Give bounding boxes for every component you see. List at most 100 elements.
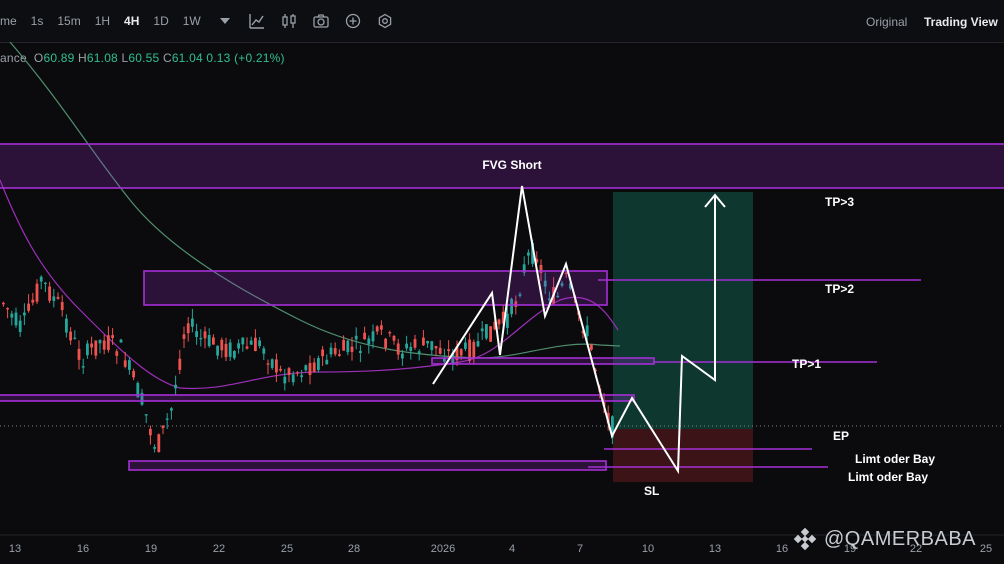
timeframe-1w[interactable]: 1W — [182, 14, 201, 28]
candle-body — [594, 369, 597, 372]
stop-loss-label: SL — [644, 484, 659, 498]
x-axis-tick-label: 22 — [910, 543, 922, 555]
x-axis-tick-label: 25 — [980, 543, 992, 555]
limit-order-label-1: Limt oder Bay — [855, 452, 935, 466]
open-label: O — [33, 51, 44, 65]
candle-body — [77, 348, 81, 360]
indicators-icon[interactable] — [247, 11, 267, 31]
candle-body — [329, 347, 333, 355]
candle-body — [338, 354, 341, 356]
timeframe-partial[interactable]: me — [0, 14, 17, 28]
candle-body — [468, 339, 471, 361]
candle-body — [434, 346, 438, 349]
candle-body — [237, 343, 240, 349]
candle-body — [65, 318, 68, 333]
candle-body — [161, 425, 165, 429]
candle-body — [312, 362, 316, 372]
price-chart[interactable]: FVG Short TP>3 TP>2 TP>1 EP Limt oder Ba… — [0, 42, 1004, 564]
candle-body — [350, 346, 354, 352]
fvg-short-zone — [0, 143, 1004, 189]
candle-body — [430, 341, 434, 351]
candle-body — [128, 360, 131, 370]
candle-body — [94, 340, 98, 356]
x-axis-tick-label: 25 — [281, 543, 293, 555]
candle-body — [31, 299, 35, 303]
watermark: @QAMERBABA — [792, 526, 976, 552]
candle-body — [10, 313, 14, 318]
candle-body — [422, 337, 425, 346]
add-circle-icon[interactable] — [343, 11, 363, 31]
candle-body — [123, 360, 127, 367]
candle-body — [564, 272, 568, 274]
candle-body — [270, 359, 274, 368]
timeframe-1h[interactable]: 1H — [94, 14, 111, 28]
open-value: 60.89 — [43, 51, 75, 65]
ep-label: EP — [833, 429, 849, 443]
candle-body — [392, 335, 396, 341]
candles-icon[interactable] — [279, 11, 299, 31]
ohlc-legend: ance O60.89 H61.08 L60.55 C61.04 0.13 (+… — [0, 51, 285, 65]
candle-body — [543, 280, 547, 287]
candle-body — [249, 340, 253, 345]
x-axis-tick-label: 19 — [844, 543, 856, 555]
candle-body — [258, 340, 261, 347]
candle-body — [531, 242, 534, 264]
candle-body — [405, 343, 408, 349]
candle-body — [18, 320, 22, 332]
high-value: 61.08 — [86, 51, 118, 65]
candle-body — [472, 341, 476, 358]
candle-body — [266, 363, 270, 365]
timeframe-4h[interactable]: 4H — [124, 14, 140, 28]
candle-body — [308, 363, 312, 375]
candle-body — [560, 283, 564, 286]
candle-body — [556, 295, 560, 298]
candle-body — [81, 366, 85, 368]
supply-zone — [143, 270, 608, 306]
candle-body — [304, 365, 308, 371]
timeframe-1d[interactable]: 1D — [153, 14, 169, 28]
tp2-label: TP>2 — [825, 282, 854, 296]
candle-body — [342, 339, 345, 351]
candle-body — [153, 447, 156, 449]
timeframe-15m[interactable]: 15m — [57, 14, 81, 28]
camera-icon[interactable] — [311, 11, 331, 31]
target-arrowhead — [704, 193, 726, 208]
candle-body — [220, 339, 224, 351]
entry-zone — [431, 357, 655, 365]
candle-body — [44, 282, 47, 284]
candle-body — [371, 331, 375, 342]
timeframe-1s[interactable]: 1s — [30, 14, 44, 28]
candle-body — [401, 353, 404, 359]
original-view-button[interactable]: Original — [866, 15, 908, 29]
candle-body — [224, 343, 228, 358]
more-timeframes-icon[interactable] — [215, 11, 235, 31]
x-axis-tick-label: 13 — [709, 543, 721, 555]
candle-body — [413, 339, 417, 348]
candle-body — [333, 348, 337, 355]
candle-body — [228, 342, 232, 357]
candle-body — [27, 303, 30, 311]
candle-body — [90, 343, 93, 348]
candle-body — [144, 414, 148, 416]
candle-body — [447, 349, 450, 352]
candle-body — [300, 375, 303, 378]
candle-body — [518, 294, 522, 296]
candle-body — [321, 349, 324, 357]
candle-body — [325, 359, 329, 365]
candle-body — [396, 343, 400, 355]
close-value: 61.04 — [171, 51, 203, 65]
x-axis-tick-label: 7 — [577, 543, 583, 555]
tradingview-view-button[interactable]: Trading View — [924, 15, 998, 29]
low-value: 60.55 — [128, 51, 160, 65]
candle-body — [384, 338, 387, 348]
candle-body — [2, 302, 5, 305]
candle-body — [359, 350, 362, 353]
high-label: H — [78, 51, 87, 65]
candle-body — [174, 384, 177, 389]
candle-body — [69, 331, 72, 341]
candle-body — [60, 302, 64, 311]
candle-body — [590, 344, 593, 350]
candle-body — [443, 358, 446, 362]
candle-body — [527, 252, 530, 256]
settings-icon[interactable] — [375, 11, 395, 31]
